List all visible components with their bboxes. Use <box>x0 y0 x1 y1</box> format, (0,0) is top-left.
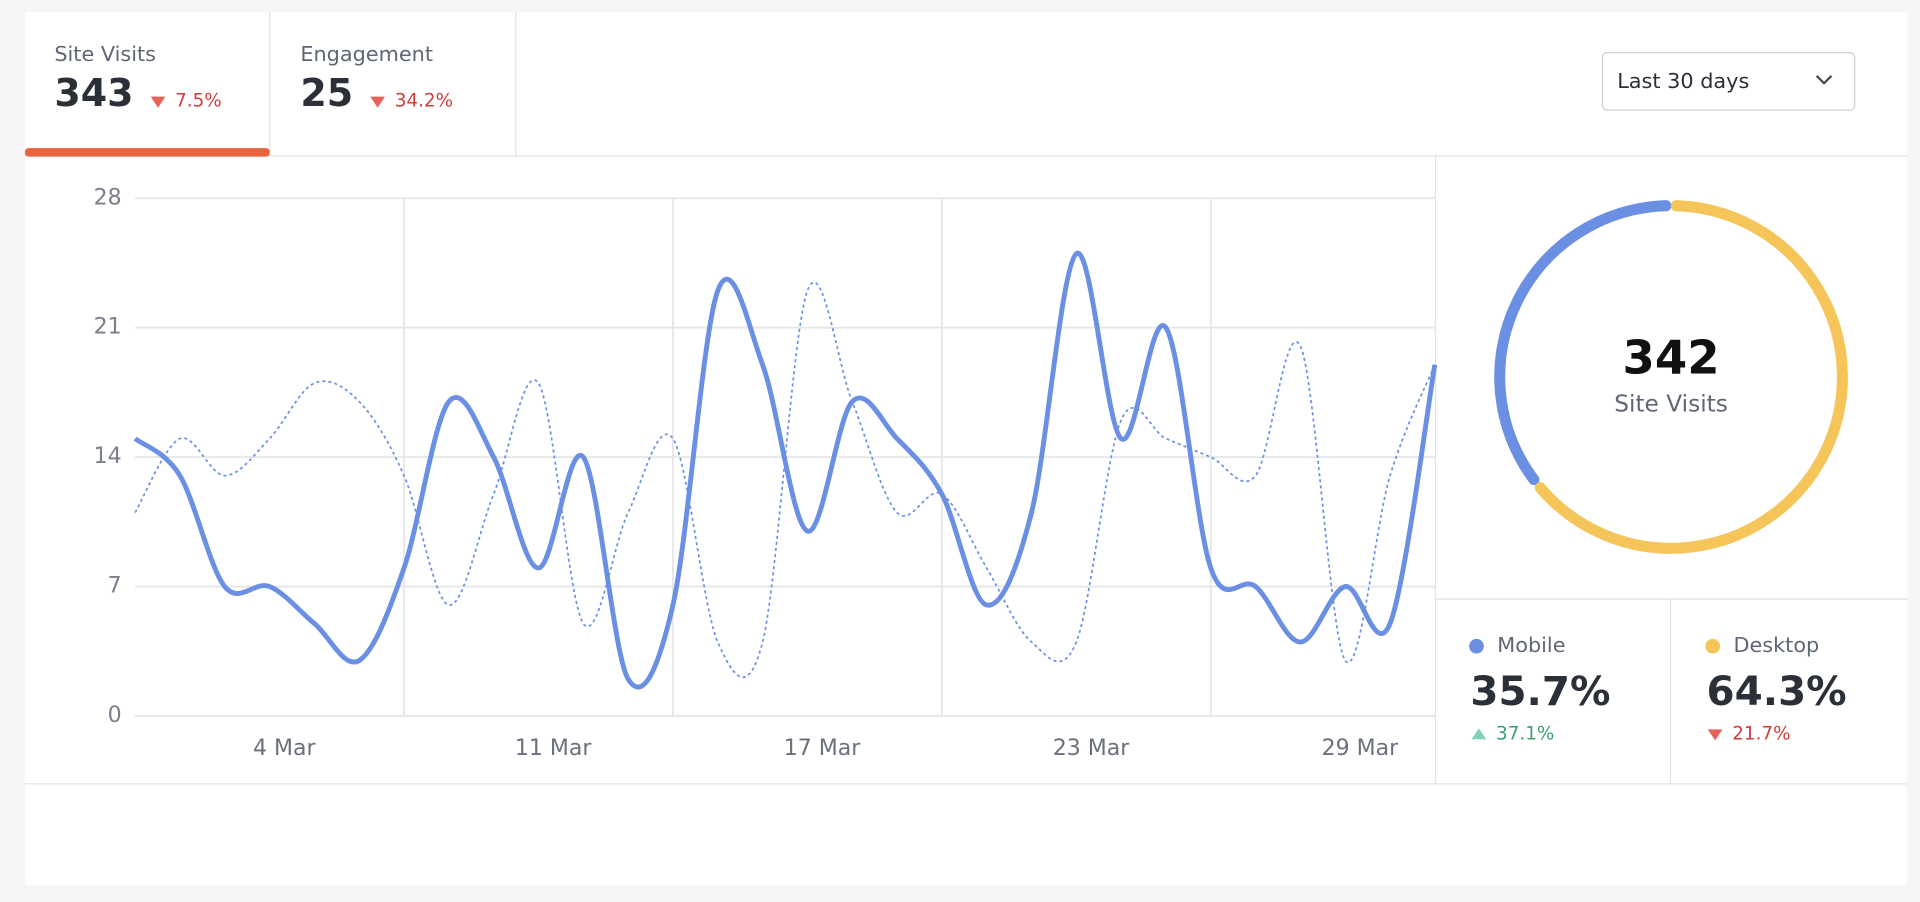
donut-segment <box>1534 200 1848 554</box>
tab-label: Engagement <box>300 42 433 66</box>
legend-value: 35.7% <box>1470 668 1610 715</box>
legend-label: Mobile <box>1497 633 1565 657</box>
y-tick-label: 21 <box>94 315 122 340</box>
series-line <box>134 281 1436 679</box>
donut-center-label: Site Visits <box>1614 391 1728 418</box>
tab-change: 7.5% <box>175 91 222 112</box>
tab-change: 34.2% <box>395 91 453 112</box>
dropdown-box[interactable] <box>1601 52 1856 111</box>
tab-value: 343 <box>54 71 133 115</box>
y-tick-label: 28 <box>94 185 122 210</box>
change-arrow <box>1471 728 1487 740</box>
legend-change: 37.1% <box>1496 723 1554 744</box>
legend-label: Desktop <box>1733 633 1819 657</box>
x-tick-label: 29 Mar <box>1322 736 1399 761</box>
change-arrow <box>370 96 385 108</box>
y-tick-label: 7 <box>108 574 122 599</box>
card <box>24 12 1908 885</box>
tab-label: Site Visits <box>54 42 156 66</box>
x-tick-label: 4 Mar <box>253 736 316 761</box>
y-tick-label: 14 <box>94 444 122 469</box>
legend-value: 64.3% <box>1707 668 1847 715</box>
donut-center-value: 342 <box>1623 331 1720 385</box>
donut-segment <box>1494 200 1672 486</box>
dropdown-text: Last 30 days <box>1617 69 1749 93</box>
x-tick-label: 17 Mar <box>784 736 861 761</box>
tab-value: 25 <box>300 71 353 115</box>
change-arrow <box>1707 729 1723 741</box>
series-line <box>133 251 1438 690</box>
x-tick-label: 23 Mar <box>1053 736 1130 761</box>
chevron <box>1815 75 1833 85</box>
legend-change: 21.7% <box>1732 723 1790 744</box>
change-arrow <box>150 96 166 108</box>
legend-dot <box>1469 638 1484 654</box>
y-tick-label: 0 <box>108 703 122 728</box>
active-tab-indicator <box>24 148 270 157</box>
date-range-dropdown[interactable]: Last 30 days <box>1601 52 1856 111</box>
legend-dot <box>1705 638 1721 654</box>
x-tick-label: 11 Mar <box>515 736 592 761</box>
